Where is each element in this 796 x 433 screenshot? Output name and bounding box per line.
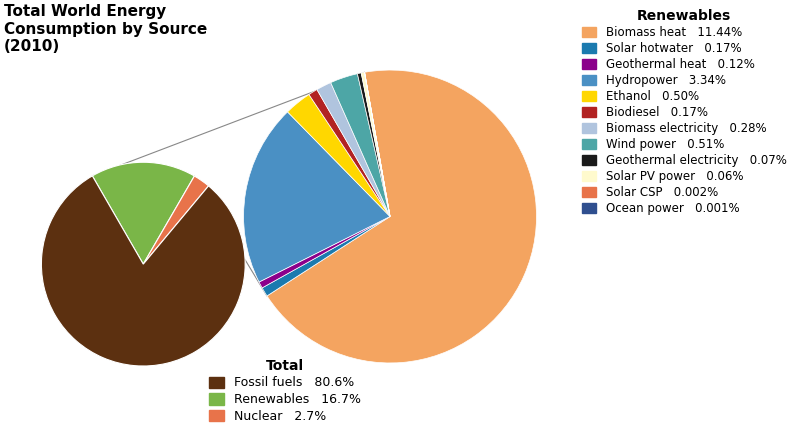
Legend: Biomass heat   11.44%, Solar hotwater   0.17%, Geothermal heat   0.12%, Hydropow: Biomass heat 11.44%, Solar hotwater 0.17… — [579, 6, 790, 218]
Wedge shape — [41, 176, 245, 366]
Legend: Fossil fuels   80.6%, Renewables   16.7%, Nuclear   2.7%: Fossil fuels 80.6%, Renewables 16.7%, Nu… — [205, 355, 365, 427]
Wedge shape — [244, 112, 390, 282]
Wedge shape — [365, 72, 390, 216]
Wedge shape — [287, 94, 390, 216]
Wedge shape — [317, 83, 390, 216]
Wedge shape — [92, 162, 194, 264]
Wedge shape — [262, 216, 390, 296]
Wedge shape — [259, 216, 390, 288]
Wedge shape — [309, 90, 390, 216]
Wedge shape — [361, 72, 390, 216]
Wedge shape — [143, 176, 209, 264]
Wedge shape — [267, 70, 537, 363]
Wedge shape — [357, 73, 390, 216]
Wedge shape — [365, 72, 390, 216]
Wedge shape — [330, 74, 390, 216]
Text: Total World Energy
Consumption by Source
(2010): Total World Energy Consumption by Source… — [4, 4, 207, 54]
